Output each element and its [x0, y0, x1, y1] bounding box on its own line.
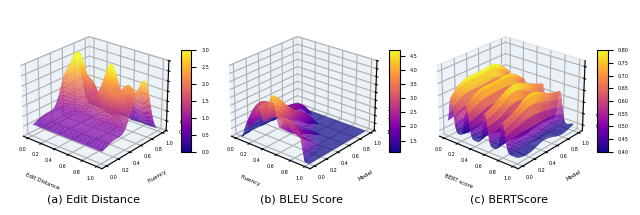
X-axis label: Fluency: Fluency	[240, 175, 262, 187]
X-axis label: Edit Distance: Edit Distance	[25, 172, 60, 190]
Text: (c) BERTScore: (c) BERTScore	[470, 194, 548, 204]
Text: (b) BLEU Score: (b) BLEU Score	[260, 194, 342, 204]
X-axis label: BERT score: BERT score	[444, 173, 474, 189]
Y-axis label: Model: Model	[565, 170, 582, 182]
Y-axis label: Fluency: Fluency	[147, 168, 168, 184]
Text: (a) Edit Distance: (a) Edit Distance	[47, 194, 140, 204]
Y-axis label: Model: Model	[357, 170, 374, 182]
